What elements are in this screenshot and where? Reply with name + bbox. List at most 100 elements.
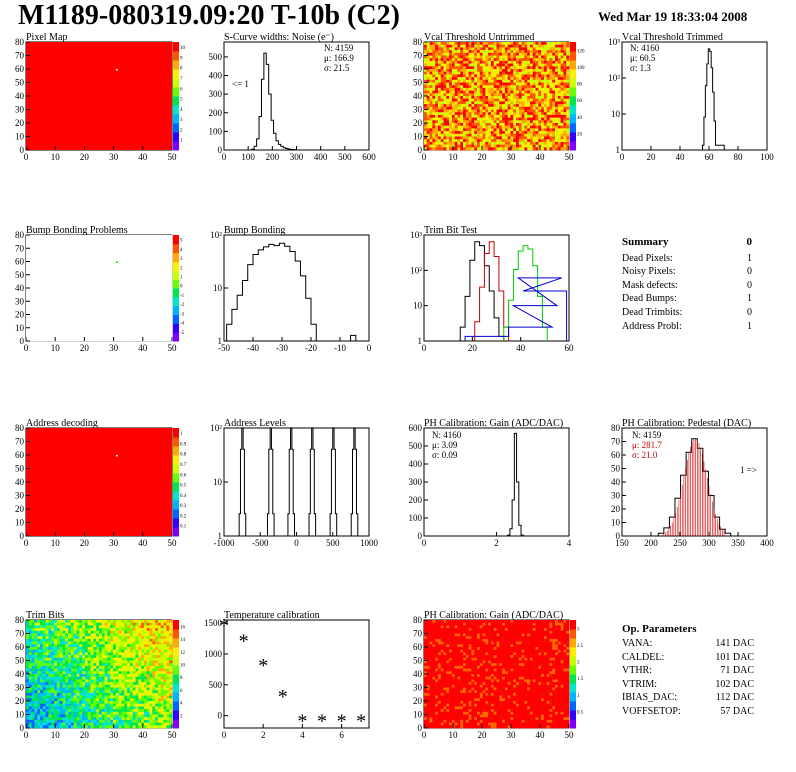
- vcal_untrimmed-cell: [499, 109, 503, 113]
- trim_bits-cell: [56, 714, 60, 718]
- bump_problems-cell: [104, 272, 108, 276]
- bump_problems-cell: [101, 319, 105, 323]
- bump_problems-cell: [121, 269, 125, 273]
- vcal_untrimmed-cell: [566, 69, 570, 72]
- vcal_untrimmed-cell: [524, 79, 528, 83]
- bump_problems-cell: [149, 235, 153, 238]
- vcal_untrimmed-cell: [482, 44, 486, 48]
- bump_problems-cell: [115, 272, 119, 276]
- trim_bits-cell: [54, 630, 58, 634]
- vcal_untrimmed-cell: [510, 144, 514, 148]
- vcal_untrimmed-cell: [488, 69, 492, 72]
- vcal_untrimmed-cell: [521, 58, 525, 62]
- vcal_untrimmed-cell: [435, 139, 439, 143]
- bump_problems-cell: [90, 338, 94, 342]
- bump_problems-cell: [163, 256, 167, 260]
- bump_problems-cell: [166, 285, 170, 289]
- vcal_untrimmed-cell: [563, 60, 567, 64]
- vcal_untrimmed-cell: [507, 50, 511, 54]
- vcal_untrimmed-cell: [446, 50, 450, 54]
- vcal_untrimmed-cell: [549, 98, 553, 102]
- bump_problems-cell: [96, 288, 100, 291]
- vcal_untrimmed-cell: [521, 90, 525, 94]
- bump_problems-cell: [40, 245, 44, 249]
- vcal_untrimmed-cell: [549, 123, 553, 126]
- vcal_untrimmed-cell: [435, 112, 439, 116]
- bump_problems-cell: [79, 290, 83, 294]
- bump_problems-cell: [84, 277, 89, 281]
- trim_bits-cell: [51, 644, 55, 648]
- trim_bits-cell: [42, 644, 46, 648]
- bump_problems-cell: [129, 258, 133, 262]
- vcal_untrimmed-cell: [485, 50, 489, 54]
- bump_problems-cell: [138, 325, 142, 329]
- bump_problems-cell: [37, 327, 41, 331]
- vcal_untrimmed-cell: [482, 93, 486, 97]
- vcal_untrimmed-cell: [538, 96, 542, 99]
- vcal_untrimmed-cell: [549, 50, 553, 54]
- bump_problems-cell: [51, 282, 55, 286]
- bump_problems-cell: [82, 285, 86, 289]
- vcal_untrimmed-cell: [516, 77, 520, 81]
- bump_problems-cell: [163, 272, 167, 276]
- trim_bits-cell: [37, 717, 41, 721]
- trim_bits-cell: [62, 682, 66, 686]
- bump_problems-cell: [90, 280, 94, 283]
- vcal_untrimmed-cell: [479, 44, 483, 48]
- trim_bits-cell: [40, 657, 44, 661]
- vcal_untrimmed-cell: [437, 131, 442, 135]
- bump_problems-cell: [54, 333, 58, 336]
- bump_problems-cell: [56, 266, 60, 270]
- vcal_untrimmed-cell: [566, 133, 570, 137]
- vcal_untrimmed-cell: [457, 141, 461, 145]
- vcal_untrimmed-cell: [451, 101, 455, 105]
- bump_problems-cell: [132, 330, 136, 334]
- vcal_untrimmed-cell: [437, 141, 442, 145]
- vcal_untrimmed-cell: [516, 82, 520, 86]
- bump_problems-cell: [87, 269, 91, 273]
- vcal_untrimmed-cell: [493, 82, 497, 86]
- vcal_untrimmed-cell: [532, 47, 536, 51]
- vcal_untrimmed-cell: [457, 60, 461, 64]
- trim_bits-cell: [45, 687, 49, 691]
- vcal_untrimmed-cell: [527, 98, 531, 102]
- trim_bits-cell: [48, 660, 52, 664]
- bump_problems-cell: [113, 338, 117, 342]
- bump_problems-cell: [110, 277, 114, 281]
- bump_problems-cell: [115, 319, 119, 323]
- bump_problems-cell: [149, 258, 153, 262]
- bump_problems-cell: [84, 261, 89, 265]
- bump_problems-cell: [40, 290, 44, 294]
- bump_problems-cell: [104, 242, 108, 246]
- vcal_untrimmed-cell: [516, 144, 520, 148]
- bump_problems-cell: [96, 325, 100, 329]
- bump_problems-cell: [160, 242, 164, 246]
- trim_bits-cell: [37, 649, 41, 653]
- trim_bits-cell: [45, 725, 49, 729]
- bump_problems-cell: [56, 319, 60, 323]
- bump_problems-cell: [138, 280, 142, 283]
- vcal_untrimmed-cell: [516, 120, 520, 124]
- vcal_untrimmed-cell: [529, 71, 534, 75]
- vcal_untrimmed-cell: [513, 136, 517, 140]
- trim_bits-cell: [26, 668, 30, 672]
- bump_problems-cell: [34, 242, 38, 246]
- bump_problems-cell: [138, 293, 142, 297]
- vcal_untrimmed-cell: [435, 93, 439, 97]
- vcal_untrimmed-cell: [476, 50, 481, 54]
- vcal_untrimmed-cell: [443, 144, 447, 148]
- bump_problems-cell: [73, 290, 77, 294]
- vcal_untrimmed-palette-label: 100: [577, 66, 585, 71]
- vcal_untrimmed-cell: [460, 128, 464, 132]
- vcal_untrimmed-cell: [463, 69, 467, 72]
- vcal_untrimmed-cell: [488, 139, 492, 143]
- bump_problems-cell: [135, 235, 139, 238]
- bump_problems-cell: [110, 335, 114, 339]
- vcal_untrimmed-cell: [432, 101, 436, 105]
- vcal_untrimmed-cell: [435, 98, 439, 102]
- bump_problems-cell: [149, 245, 153, 249]
- bump_problems-cell: [104, 237, 108, 241]
- vcal_untrimmed-cell: [460, 139, 464, 143]
- vcal_untrimmed-cell: [560, 69, 564, 72]
- vcal_untrimmed-cell: [468, 55, 472, 59]
